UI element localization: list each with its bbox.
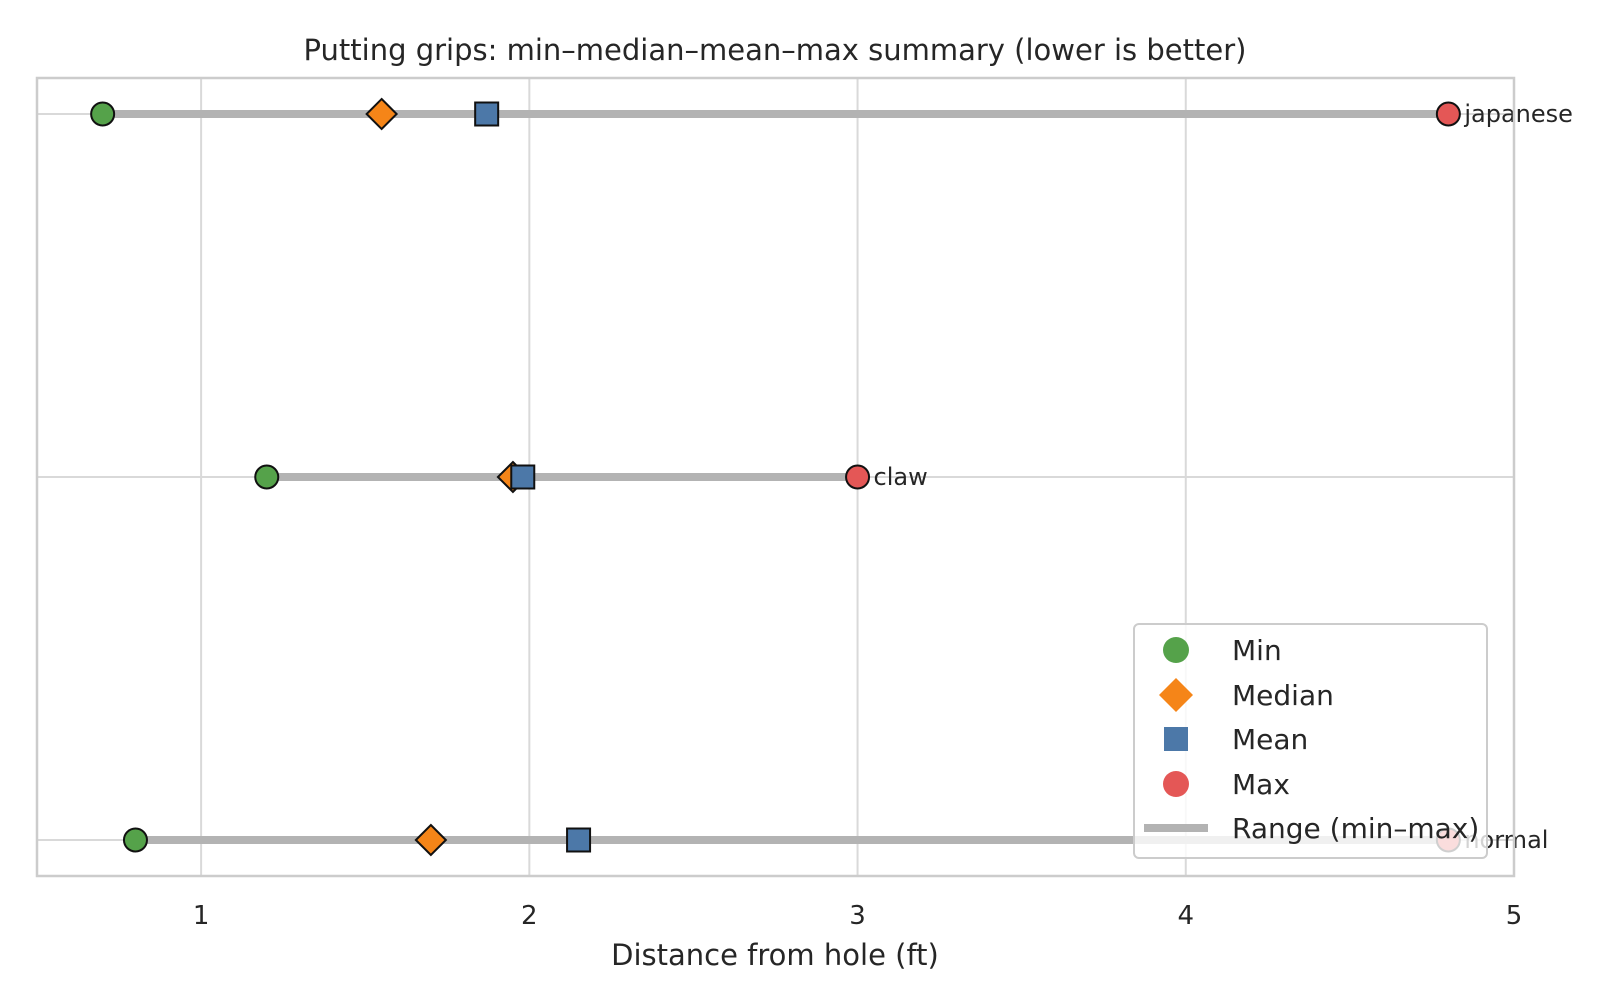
legend-median-label: Median (1232, 679, 1334, 712)
legend-range-label: Range (min–max) (1232, 812, 1479, 845)
x-ticks: 1 2 3 4 5 (193, 901, 1522, 931)
mean-marker (510, 464, 536, 490)
x-tick-label: 5 (1506, 901, 1523, 931)
legend-min-label: Min (1232, 634, 1282, 667)
legend-max-symbol (1163, 771, 1189, 797)
min-marker (90, 101, 116, 127)
median-marker (414, 823, 448, 857)
mean-marker (566, 827, 592, 853)
chart-title: Putting grips: min–median–mean–max summa… (304, 33, 1247, 67)
x-tick-label: 3 (849, 901, 866, 931)
mean-marker (474, 101, 500, 127)
legend-max-label: Max (1232, 768, 1290, 801)
x-tick-label: 1 (193, 901, 210, 931)
markers (90, 97, 1461, 857)
legend-mean-label: Mean (1232, 723, 1308, 756)
category-label: japanese (1463, 100, 1573, 128)
legend-box (1133, 623, 1488, 859)
max-marker (1435, 101, 1461, 127)
plot-frame (35, 76, 1516, 878)
min-marker (122, 827, 148, 853)
legend: Min Median Mean Max Range (min–max) (1133, 623, 1488, 859)
category-label: claw (874, 463, 928, 491)
x-tick-label: 2 (521, 901, 538, 931)
legend-median-symbol (1159, 678, 1193, 712)
min-marker (254, 464, 280, 490)
x-axis-label: Distance from hole (ft) (611, 938, 939, 972)
max-marker (845, 464, 871, 490)
x-tick-label: 4 (1178, 901, 1195, 931)
legend-min-symbol (1163, 637, 1189, 663)
median-marker (365, 97, 399, 131)
legend-mean-symbol (1164, 727, 1188, 751)
